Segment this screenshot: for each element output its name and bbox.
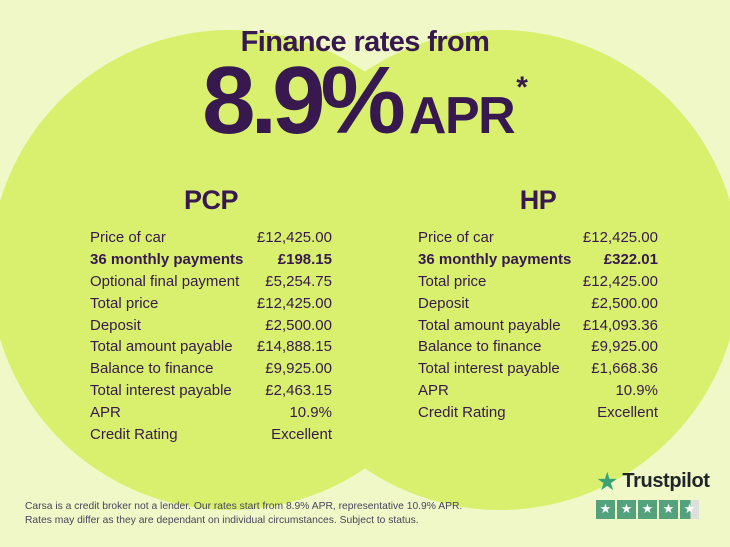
row-value: Excellent [271, 425, 332, 443]
row-label: Total price [90, 294, 159, 312]
table-row: 36 monthly payments £198.15 [90, 249, 332, 271]
row-label: APR [418, 381, 449, 399]
table-row: Total price £12,425.00 [90, 292, 332, 314]
row-label: Credit Rating [418, 403, 506, 421]
row-value: £14,093.36 [582, 316, 658, 334]
row-label: Total amount payable [418, 316, 561, 334]
trustpilot-star-box: ★ [596, 500, 615, 519]
table-row: Deposit £2,500.00 [418, 292, 658, 314]
apr-rate-value: 8.9% [202, 47, 406, 154]
disclaimer-line-1: Carsa is a credit broker not a lender. O… [25, 501, 463, 512]
trustpilot-star-icon: ★ [596, 466, 619, 496]
pcp-table: PCP Price of car £12,425.00 36 monthly pay… [90, 185, 332, 445]
row-label: Balance to finance [90, 360, 214, 378]
table-row: Credit Rating Excellent [418, 401, 658, 423]
row-label: 36 monthly payments [90, 251, 244, 269]
table-row: Total amount payable £14,093.36 [418, 314, 658, 336]
table-row: Price of car £12,425.00 [418, 227, 658, 249]
background-circle-right [260, 30, 730, 510]
table-row: Price of car £12,425.00 [90, 227, 332, 249]
row-label: Credit Rating [90, 425, 178, 443]
row-value: Excellent [597, 403, 658, 421]
hp-table-header: HP [519, 185, 557, 215]
table-row: Optional final payment £5,254.75 [90, 271, 332, 293]
trustpilot-logo: ★ Trustpilot [596, 466, 710, 496]
row-value: £9,925.00 [591, 338, 658, 356]
hp-table: HP Price of car £12,425.00 36 monthly paym… [418, 185, 658, 423]
apr-rate-suffix: APR [408, 87, 516, 145]
row-value: £12,425.00 [582, 229, 658, 247]
row-value: 10.9% [615, 381, 658, 399]
trustpilot-wordmark: Trustpilot [622, 470, 710, 492]
row-label: Balance to finance [418, 338, 542, 356]
row-value: £14,888.15 [256, 338, 332, 356]
trustpilot-stars: ★ ★ ★ ★ ★ [596, 500, 710, 519]
row-label: Deposit [418, 294, 469, 312]
row-value: £2,500.00 [265, 316, 332, 334]
row-label: 36 monthly payments [418, 251, 572, 269]
row-value: £5,254.75 [265, 272, 332, 290]
trustpilot-star-box: ★ [659, 500, 678, 519]
trustpilot-star-box: ★ [680, 500, 699, 519]
pcp-table-header: PCP [183, 185, 239, 215]
table-row: Balance to finance £9,925.00 [90, 358, 332, 380]
trustpilot-badge: ★ Trustpilot ★ ★ ★ ★ ★ [596, 466, 710, 519]
row-label: Total amount payable [90, 338, 233, 356]
table-row: APR 10.9% [90, 401, 332, 423]
table-row: Total price £12,425.00 [418, 271, 658, 293]
page-title: Finance rates from [240, 26, 490, 58]
table-row: Total interest payable £1,668.36 [418, 358, 658, 380]
table-row: APR 10.9% [418, 380, 658, 402]
row-label: Optional final payment [90, 272, 240, 290]
row-value: £2,500.00 [591, 294, 658, 312]
row-label: Price of car [90, 229, 166, 247]
trustpilot-star-box: ★ [638, 500, 657, 519]
row-label: Deposit [90, 316, 141, 334]
row-value: £198.15 [277, 251, 332, 269]
row-label: Price of car [418, 229, 494, 247]
disclaimer: Carsa is a credit broker not a lender. O… [25, 500, 462, 527]
table-row: Balance to finance £9,925.00 [418, 336, 658, 358]
table-row: 36 monthly payments £322.01 [418, 249, 658, 271]
apr-rate-asterisk: * [516, 71, 528, 104]
apr-headline: 8.9% APR * [0, 53, 730, 149]
table-row: Total amount payable £14,888.15 [90, 336, 332, 358]
row-value: £12,425.00 [256, 229, 332, 247]
row-value: £1,668.36 [591, 360, 658, 378]
row-label: APR [90, 403, 121, 421]
row-label: Total interest payable [90, 381, 232, 399]
row-value: £322.01 [603, 251, 658, 269]
hp-table-rows: Price of car £12,425.00 36 monthly payment… [418, 227, 658, 423]
row-value: £12,425.00 [256, 294, 332, 312]
row-value: 10.9% [289, 403, 332, 421]
table-row: Total interest payable £2,463.15 [90, 380, 332, 402]
row-value: £9,925.00 [265, 360, 332, 378]
row-label: Total price [418, 272, 487, 290]
disclaimer-line-2: Rates may differ as they are dependant o… [25, 514, 419, 526]
table-row: Deposit £2,500.00 [90, 314, 332, 336]
row-value: £12,425.00 [582, 272, 658, 290]
row-label: Total interest payable [418, 360, 560, 378]
trustpilot-star-box: ★ [617, 500, 636, 519]
table-row: Credit Rating Excellent [90, 423, 332, 445]
pcp-table-rows: Price of car £12,425.00 36 monthly payment… [90, 227, 332, 445]
row-value: £2,463.15 [265, 381, 332, 399]
